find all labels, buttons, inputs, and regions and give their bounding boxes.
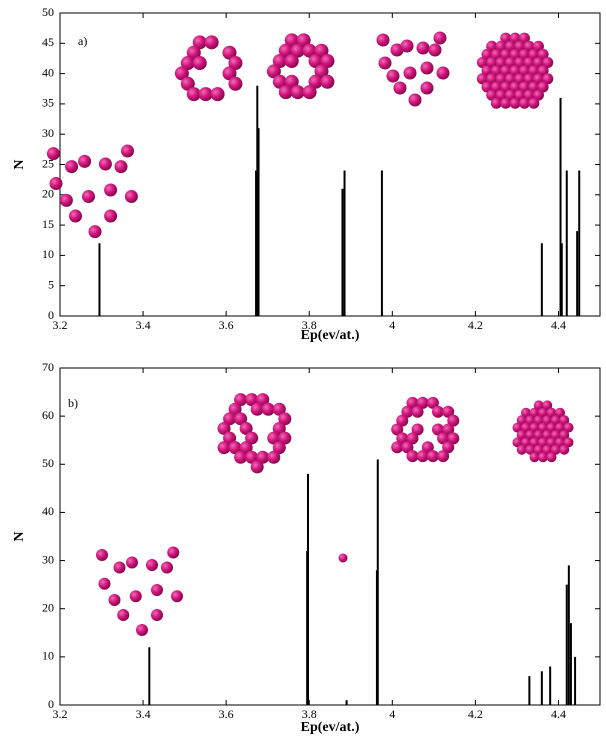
atom bbox=[78, 155, 91, 168]
x-tick-label: 4.2 bbox=[468, 707, 483, 721]
y-tick-label: 35 bbox=[42, 96, 54, 110]
x-tick-label: 3.2 bbox=[53, 318, 68, 332]
x-axis-label: Ep(ev/at.) bbox=[301, 328, 360, 343]
y-tick-label: 10 bbox=[42, 247, 54, 261]
atom bbox=[320, 75, 334, 89]
panel-label: b) bbox=[68, 396, 78, 410]
x-tick-label: 4.2 bbox=[468, 318, 483, 332]
y-tick-label: 20 bbox=[42, 600, 54, 614]
atom bbox=[130, 590, 142, 602]
atom bbox=[547, 452, 557, 462]
atom bbox=[429, 44, 442, 57]
y-tick-label: 50 bbox=[42, 456, 54, 470]
atom bbox=[114, 562, 126, 574]
atom bbox=[109, 594, 121, 606]
atom bbox=[379, 57, 392, 70]
atom bbox=[146, 559, 158, 571]
y-tick-label: 0 bbox=[48, 697, 54, 711]
y-tick-label: 10 bbox=[42, 649, 54, 663]
atom bbox=[161, 562, 173, 574]
y-tick-label: 15 bbox=[42, 217, 54, 231]
y-tick-label: 50 bbox=[42, 5, 54, 19]
atom bbox=[193, 56, 207, 70]
atom bbox=[228, 77, 242, 91]
atom bbox=[205, 35, 219, 49]
y-axis-label: N bbox=[12, 531, 27, 541]
x-tick-label: 4.4 bbox=[551, 318, 566, 332]
atom bbox=[559, 445, 569, 455]
atom bbox=[151, 584, 163, 596]
atom bbox=[117, 609, 129, 621]
atom bbox=[47, 147, 60, 160]
y-tick-label: 30 bbox=[42, 552, 54, 566]
y-tick-label: 5 bbox=[48, 277, 54, 291]
atom bbox=[404, 67, 417, 80]
x-tick-label: 4.4 bbox=[551, 707, 566, 721]
atom bbox=[211, 87, 225, 101]
atom bbox=[171, 590, 183, 602]
atom bbox=[412, 406, 424, 418]
atom bbox=[339, 554, 348, 563]
panel-label: a) bbox=[78, 34, 87, 48]
atom bbox=[121, 145, 134, 158]
y-tick-label: 45 bbox=[42, 35, 54, 49]
x-tick-label: 4 bbox=[389, 707, 395, 721]
atom bbox=[285, 54, 299, 68]
atom bbox=[104, 210, 117, 223]
figure: 3.23.43.63.844.24.405101520253035404550a… bbox=[0, 0, 606, 740]
atom bbox=[126, 557, 138, 569]
x-tick-label: 3.6 bbox=[219, 707, 234, 721]
atom bbox=[251, 460, 264, 473]
page: {"chart_data": [ {"type": "stem", "panel… bbox=[0, 0, 606, 740]
atom bbox=[104, 184, 117, 197]
x-tick-label: 3.2 bbox=[53, 707, 68, 721]
x-tick-label: 3.6 bbox=[219, 318, 234, 332]
atom bbox=[519, 98, 530, 109]
atom bbox=[437, 450, 449, 462]
atom bbox=[125, 190, 138, 203]
atom bbox=[199, 87, 213, 101]
x-tick-label: 3.4 bbox=[136, 707, 151, 721]
atom bbox=[421, 62, 434, 75]
y-tick-label: 0 bbox=[48, 308, 54, 322]
atom bbox=[377, 34, 390, 47]
y-tick-label: 70 bbox=[42, 360, 54, 374]
y-tick-label: 40 bbox=[42, 65, 54, 79]
atom bbox=[279, 85, 293, 99]
atom bbox=[401, 40, 414, 53]
y-tick-label: 60 bbox=[42, 408, 54, 422]
atom bbox=[60, 194, 73, 207]
x-tick-label: 3.8 bbox=[302, 707, 317, 721]
x-tick-label: 4 bbox=[389, 318, 395, 332]
atom bbox=[115, 160, 128, 173]
y-axis-label: N bbox=[12, 159, 27, 169]
atom bbox=[65, 160, 78, 173]
atom bbox=[82, 190, 95, 203]
y-tick-label: 40 bbox=[42, 504, 54, 518]
atom bbox=[417, 42, 430, 55]
atom bbox=[167, 547, 179, 559]
atom bbox=[267, 451, 280, 464]
atom bbox=[421, 82, 434, 95]
atom bbox=[434, 32, 447, 45]
atom bbox=[99, 578, 111, 590]
atom bbox=[528, 98, 539, 109]
atom bbox=[50, 177, 63, 190]
atom bbox=[394, 82, 407, 95]
atom bbox=[96, 549, 108, 561]
atom bbox=[89, 225, 102, 238]
atom bbox=[69, 210, 82, 223]
atom bbox=[409, 94, 422, 107]
atom bbox=[437, 67, 450, 80]
x-tick-label: 3.4 bbox=[136, 318, 151, 332]
atom bbox=[151, 609, 163, 621]
atom bbox=[303, 85, 317, 99]
y-tick-label: 30 bbox=[42, 126, 54, 140]
x-axis-label: Ep(ev/at.) bbox=[301, 720, 360, 735]
atom bbox=[387, 70, 400, 83]
atom bbox=[99, 158, 112, 171]
atom bbox=[136, 624, 148, 636]
